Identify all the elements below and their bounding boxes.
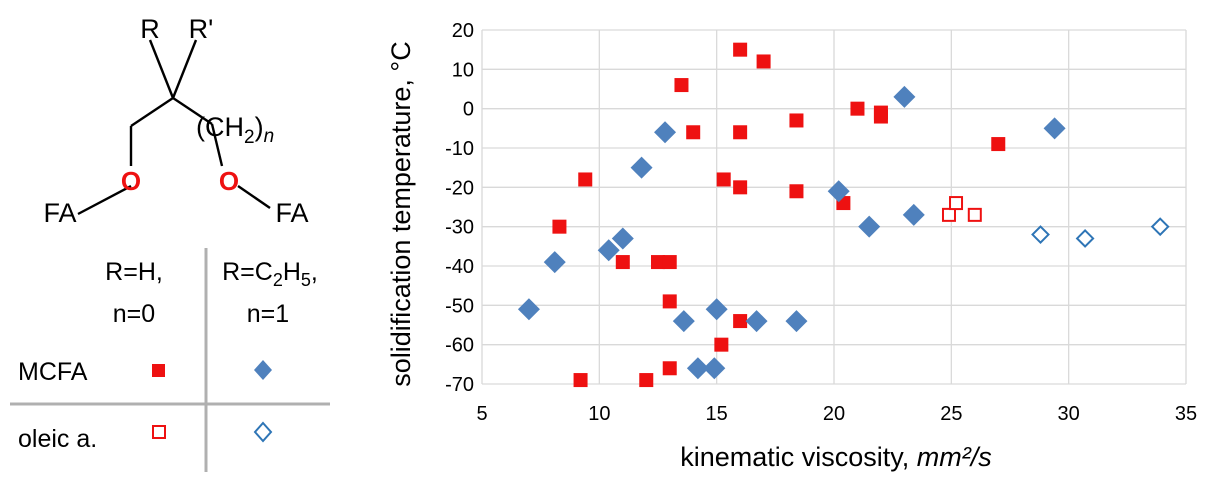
data-point-mcfa-r-c2h5 <box>672 310 695 333</box>
data-point-mcfa-r-h <box>733 42 748 57</box>
data-point-mcfa-r-h <box>674 78 689 93</box>
bond-right-down <box>210 123 224 167</box>
oxygen-left: O <box>121 166 141 196</box>
x-tick-label: 15 <box>706 403 728 425</box>
chart-tick-labels: 5 10 15 20 25 30 35 20 10 0 -10 -20 -30 -40 -50 -60 -70 <box>445 20 1197 425</box>
col2-line1: R=C2H5, <box>222 258 318 290</box>
data-point-oleic-r-h <box>967 207 982 222</box>
fa-right: FA <box>275 198 308 228</box>
data-point-mcfa-r-h <box>552 219 567 234</box>
x-axis-label: kinematic viscosity, mm²/s <box>680 442 992 472</box>
substituent-r: R <box>140 14 160 44</box>
data-point-mcfa-r-c2h5 <box>630 156 653 179</box>
data-point-mcfa-r-c2h5 <box>827 180 850 203</box>
data-point-oleic-r-c2h5 <box>1075 229 1095 248</box>
y-tick-label: -20 <box>445 177 474 199</box>
data-point-mcfa-r-h <box>733 125 748 140</box>
data-point-mcfa-r-c2h5 <box>1043 117 1066 140</box>
data-point-mcfa-r-h <box>756 54 771 69</box>
chart-grid <box>481 29 1187 385</box>
y-axis-label: solidification temperature, °C <box>386 41 416 386</box>
data-point-mcfa-r-h <box>662 294 677 309</box>
data-point-mcfa-r-c2h5 <box>705 298 728 321</box>
bond-right-fa <box>237 185 271 209</box>
data-point-mcfa-r-h <box>789 113 804 128</box>
y-tick-label: -60 <box>445 335 474 357</box>
x-tick-label: 35 <box>1175 403 1197 425</box>
bond-right-ch2n <box>172 97 213 125</box>
legend-marker-oleic-r-h <box>152 425 166 439</box>
legend-marker-mcfa-r-c2h5 <box>254 360 272 380</box>
data-point-mcfa-r-h <box>733 180 748 195</box>
col1-line2: n=0 <box>113 300 155 328</box>
data-point-mcfa-r-h <box>651 255 665 270</box>
bond-left-fa <box>77 184 132 216</box>
data-point-oleic-r-c2h5 <box>1031 225 1050 244</box>
legend-table: R=H, n=0 R=C2H5, n=1 MCFA oleic a. <box>10 248 330 472</box>
data-point-mcfa-r-c2h5 <box>893 85 916 108</box>
col2-line2: n=1 <box>247 300 289 328</box>
data-point-mcfa-r-c2h5 <box>785 310 808 333</box>
data-point-mcfa-r-c2h5 <box>611 227 634 250</box>
x-tick-label: 30 <box>1058 403 1080 425</box>
data-point-mcfa-r-h <box>991 137 1006 152</box>
data-point-mcfa-r-h <box>733 314 748 329</box>
data-point-mcfa-r-h <box>615 255 630 270</box>
data-point-mcfa-r-h <box>850 101 865 116</box>
data-point-mcfa-r-h <box>714 337 729 352</box>
y-tick-label: -10 <box>445 138 474 160</box>
data-point-mcfa-r-c2h5 <box>686 357 709 380</box>
row-label-oleic: oleic a. <box>18 425 97 453</box>
chart-points <box>517 42 1170 388</box>
bond-r-prime <box>171 39 198 99</box>
data-point-mcfa-r-h <box>789 184 804 199</box>
data-point-oleic-r-h <box>941 207 956 222</box>
y-tick-label: -70 <box>445 374 474 396</box>
y-tick-label: -40 <box>445 256 474 278</box>
x-tick-label: 10 <box>588 403 610 425</box>
chemical-structure <box>77 39 271 216</box>
y-tick-label: 0 <box>463 99 474 121</box>
bond-left-ch2 <box>130 97 174 127</box>
y-tick-label: 20 <box>452 20 474 42</box>
data-point-mcfa-r-c2h5 <box>517 298 540 321</box>
col1-line1: R=H, <box>105 258 163 286</box>
data-point-mcfa-r-c2h5 <box>902 203 925 226</box>
data-point-mcfa-r-h <box>686 125 701 140</box>
data-point-mcfa-r-c2h5 <box>745 310 768 333</box>
bond-r <box>148 39 175 99</box>
data-point-oleic-r-c2h5 <box>1150 217 1170 237</box>
data-point-mcfa-r-h <box>662 361 677 376</box>
row-label-mcfa: MCFA <box>18 358 88 386</box>
scatter-chart: 5 10 15 20 25 30 3520100-10-20-30-40-50-60-70 … <box>386 20 1197 472</box>
x-tick-label: 5 <box>476 403 487 425</box>
data-point-mcfa-r-c2h5 <box>858 215 881 238</box>
data-point-oleic-r-h <box>949 196 964 211</box>
data-point-mcfa-r-h <box>573 373 588 388</box>
y-tick-label: -30 <box>445 217 474 239</box>
chain-label: (CH2)n <box>196 112 274 148</box>
x-tick-label: 20 <box>823 403 845 425</box>
oxygen-right: O <box>219 166 239 196</box>
data-point-mcfa-r-h <box>873 109 888 124</box>
data-point-mcfa-r-c2h5 <box>543 251 566 274</box>
legend-marker-oleic-r-c2h5 <box>253 421 273 443</box>
y-tick-label: 10 <box>452 59 474 81</box>
legend-marker-mcfa-r-h <box>152 364 165 377</box>
data-point-mcfa-r-h <box>662 255 677 270</box>
y-tick-label: -50 <box>445 295 474 317</box>
data-point-mcfa-r-c2h5 <box>597 239 620 262</box>
data-point-mcfa-r-h <box>716 172 731 187</box>
data-point-mcfa-r-h <box>578 172 593 187</box>
data-point-mcfa-r-c2h5 <box>703 357 726 380</box>
fa-left: FA <box>43 198 76 228</box>
data-point-mcfa-r-c2h5 <box>654 121 677 144</box>
substituent-r-prime: R' <box>189 14 214 44</box>
x-tick-label: 25 <box>940 403 962 425</box>
data-point-mcfa-r-h <box>639 373 654 388</box>
